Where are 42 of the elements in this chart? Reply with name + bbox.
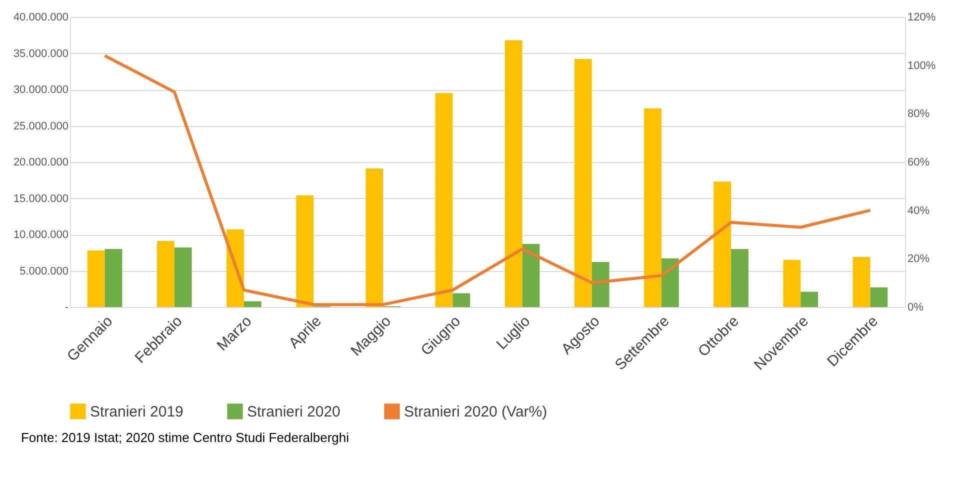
bar — [592, 262, 610, 307]
bar — [174, 248, 192, 307]
y-tick-label: 30.000.000 — [13, 84, 68, 96]
source-note: Fonte: 2019 Istat; 2020 stime Centro Studi Federalberghi — [20, 430, 350, 445]
bar — [852, 256, 870, 307]
y-tick-label: 35.000.000 — [13, 48, 68, 60]
bar — [366, 168, 384, 307]
bar — [504, 40, 522, 307]
bar — [244, 301, 262, 307]
bar — [661, 258, 679, 307]
y-tick-label: 5.000.000 — [20, 265, 68, 278]
y2-tick-label: 100% — [908, 60, 936, 72]
y2-tick-label: 20% — [908, 253, 930, 266]
bar — [522, 244, 540, 307]
legend-label: Stranieri 2020 — [247, 403, 340, 420]
legend-label: Stranieri 2019 — [90, 403, 184, 420]
bar — [731, 249, 748, 307]
line-series — [103, 54, 872, 306]
y2-tick-label: 80% — [908, 108, 930, 120]
bar — [800, 292, 818, 307]
bar — [870, 287, 888, 307]
bar — [783, 260, 801, 307]
y2-tick-label: 60% — [908, 156, 930, 168]
bar — [574, 59, 592, 307]
legend-label: Stranieri 2020 (Var%) — [404, 403, 548, 420]
bar — [156, 241, 174, 307]
y-tick-label: 40.000.000 — [13, 12, 68, 24]
y-tick-label: 15.000.000 — [13, 192, 68, 205]
bar — [644, 108, 662, 307]
y-tick-label: 20.000.000 — [13, 156, 68, 168]
bar — [435, 93, 453, 307]
bar — [452, 293, 470, 307]
y2-tick-label: 0% — [908, 302, 924, 314]
y-tick-label: 25.000.000 — [13, 120, 68, 132]
bar — [87, 250, 105, 307]
bar — [296, 195, 314, 307]
y2-tick-label: 120% — [908, 12, 936, 24]
y-tick-label: - — [64, 302, 69, 314]
bar — [104, 249, 122, 307]
y-tick-label: 10.000.000 — [13, 229, 68, 241]
y2-tick-label: 40% — [908, 204, 930, 217]
bar — [714, 182, 732, 307]
